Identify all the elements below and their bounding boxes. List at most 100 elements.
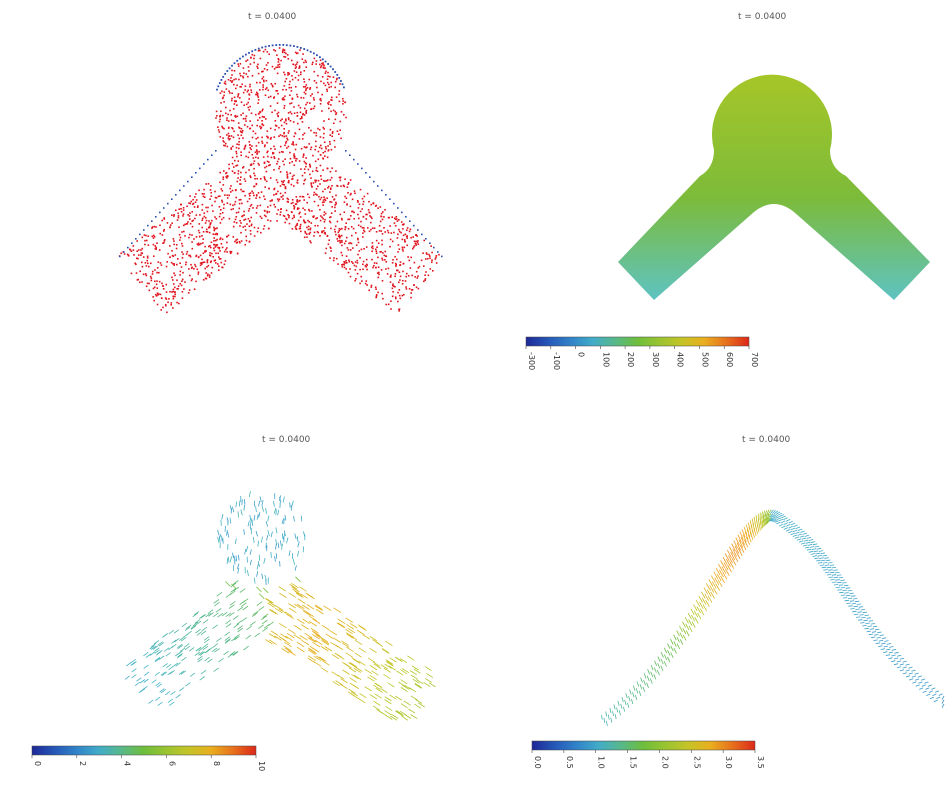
particle <box>209 244 211 247</box>
velocity-vector <box>261 619 268 625</box>
surface-vector <box>731 543 736 552</box>
velocity-vector <box>400 703 408 709</box>
particle <box>200 242 202 245</box>
particle <box>174 295 176 298</box>
velocity-vector <box>175 694 181 699</box>
particle <box>435 256 437 259</box>
velocity-vector <box>265 639 273 645</box>
velocity-vector <box>265 507 267 514</box>
particle <box>190 267 193 269</box>
velocity-vector <box>299 635 308 641</box>
particle <box>405 286 407 288</box>
particle <box>305 88 307 90</box>
particle <box>253 54 256 57</box>
surface-vector <box>769 513 774 518</box>
particle <box>168 298 170 300</box>
particle <box>412 247 414 250</box>
particle <box>249 175 251 177</box>
velocity-vector <box>279 540 282 547</box>
particle <box>225 248 227 251</box>
boundary-particle <box>303 48 306 50</box>
particle <box>278 126 280 129</box>
particle <box>234 189 237 192</box>
particle <box>214 227 217 230</box>
particle <box>335 96 338 98</box>
particle <box>278 135 280 137</box>
particle <box>326 167 329 170</box>
particle <box>129 249 132 251</box>
particle <box>273 145 275 148</box>
surface-vector <box>647 669 651 675</box>
velocity-vector <box>268 633 277 639</box>
particle <box>360 225 362 228</box>
velocity-vector <box>158 655 165 660</box>
particle <box>209 198 211 200</box>
particle <box>417 275 419 277</box>
particle <box>179 262 181 264</box>
velocity-vector <box>394 695 403 701</box>
particle <box>156 287 159 289</box>
particle <box>260 217 263 219</box>
boundary-particle <box>228 67 231 70</box>
particle <box>171 214 173 216</box>
particle <box>283 107 285 109</box>
particle <box>250 176 252 179</box>
surface-vector <box>667 656 671 663</box>
particle <box>309 231 312 234</box>
particle <box>207 206 209 209</box>
colorbar <box>31 745 257 756</box>
particle <box>236 104 238 106</box>
particle <box>334 225 337 228</box>
particle <box>319 59 322 62</box>
particle <box>190 279 193 282</box>
surface-vector <box>682 628 687 635</box>
particle <box>191 278 193 280</box>
particle <box>283 85 286 87</box>
surface-vector-plot: 0.0 0.5 1.0 1.5 2.0 2.5 3.0 3.5 <box>531 509 945 769</box>
particle <box>299 216 302 218</box>
velocity-vector <box>143 664 149 669</box>
particle <box>307 193 309 196</box>
particle <box>381 259 384 261</box>
particle <box>289 102 291 105</box>
particle <box>214 246 217 248</box>
velocity-vector <box>333 607 342 613</box>
surface-vector <box>736 542 742 551</box>
particle <box>198 189 200 192</box>
particle <box>156 271 158 274</box>
particle <box>202 238 204 240</box>
particle <box>341 241 343 243</box>
particle <box>144 262 147 264</box>
particle <box>313 99 315 101</box>
surface-vector <box>905 663 910 666</box>
surface-vector <box>777 517 782 520</box>
particle <box>316 86 318 89</box>
surface-vector <box>667 650 671 656</box>
particle <box>286 174 289 176</box>
particle <box>228 138 230 141</box>
particle <box>262 84 264 86</box>
particle <box>381 233 384 235</box>
boundary-particle <box>296 46 299 48</box>
particle <box>317 91 319 94</box>
particle <box>238 207 241 210</box>
particle <box>327 243 330 245</box>
particle <box>297 79 300 81</box>
velocity-vector <box>284 514 287 521</box>
particle <box>337 240 339 242</box>
particle <box>368 200 370 203</box>
surface-vector <box>779 514 785 517</box>
velocity-vector <box>380 664 389 670</box>
particle <box>188 202 190 204</box>
particle <box>308 210 311 212</box>
particle <box>341 244 343 247</box>
particle <box>231 127 233 129</box>
velocity-vector <box>303 610 311 617</box>
particle <box>246 59 249 61</box>
surface-vector <box>816 547 822 550</box>
particle <box>182 213 185 215</box>
velocity-vector <box>225 612 232 618</box>
particle <box>229 203 232 206</box>
particle <box>410 296 412 299</box>
particle <box>244 229 247 231</box>
